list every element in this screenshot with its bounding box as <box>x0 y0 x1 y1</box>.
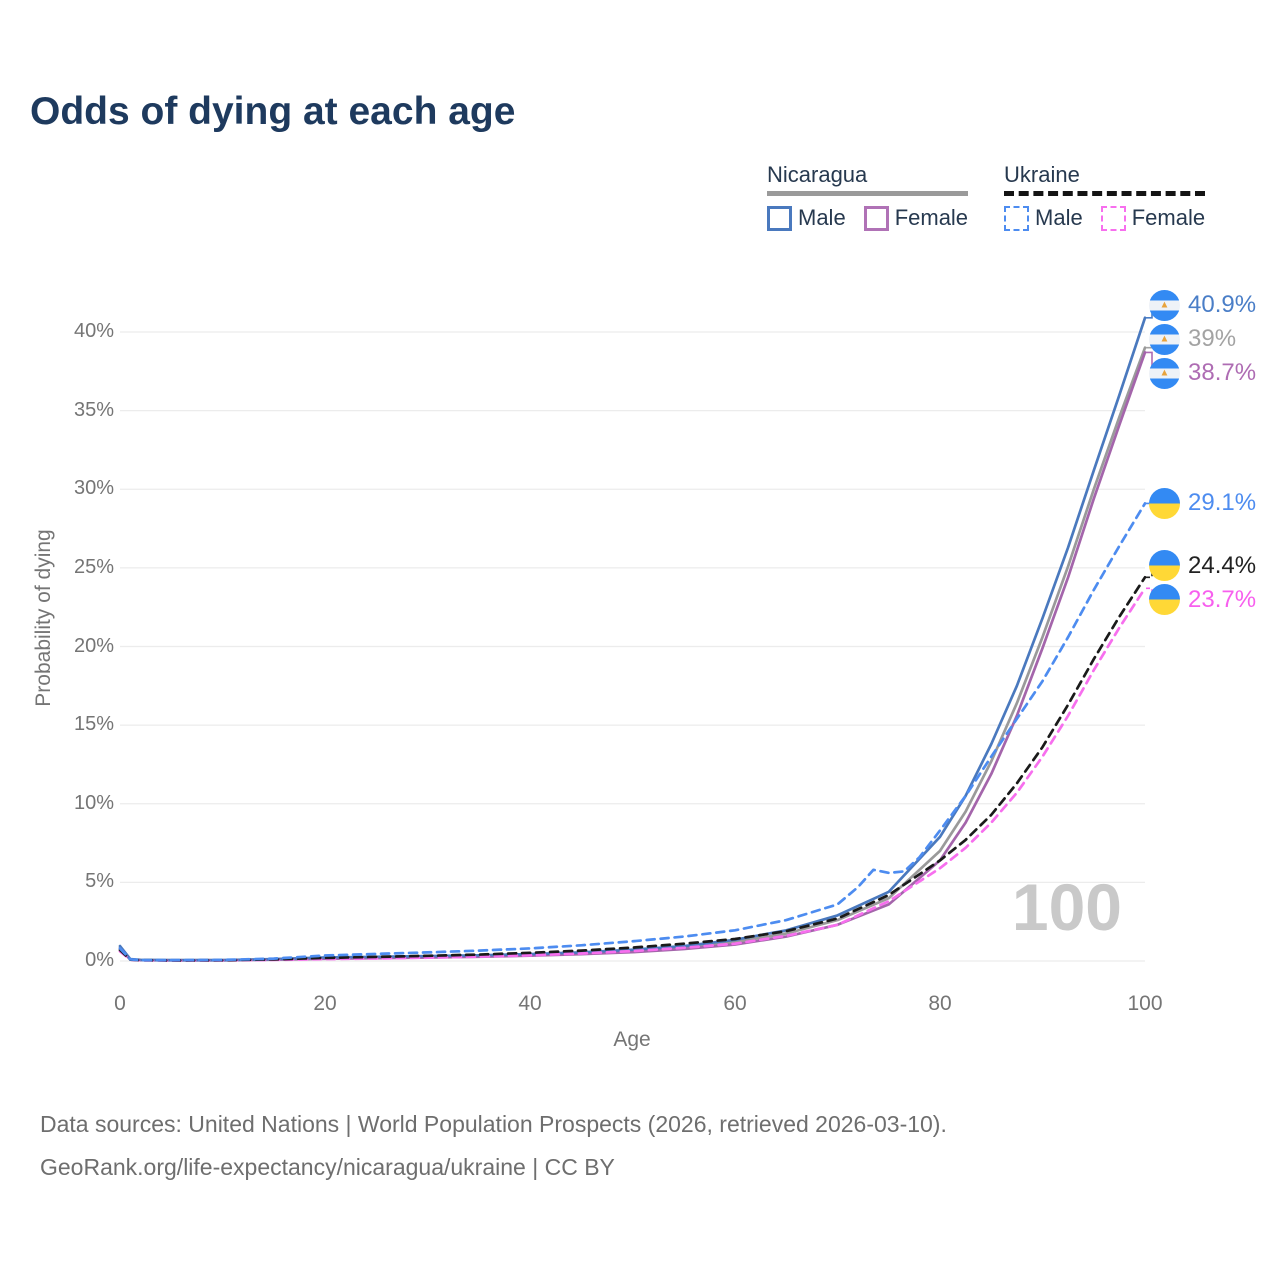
end-label-39%: 39% <box>1149 323 1236 355</box>
y-tick-label: 30% <box>73 477 114 500</box>
series-line-ukraine-male[interactable] <box>118 502 1147 962</box>
legend-item-nicaragua-female[interactable]: Female <box>863 205 969 231</box>
legend-group-ukraine: Ukraine Male Female <box>1004 162 1206 231</box>
legend-item-label: Male <box>798 205 846 230</box>
y-tick-label: 25% <box>73 555 114 578</box>
footer-sources: Data sources: United Nations | World Pop… <box>40 1111 947 1137</box>
data-series <box>118 316 1147 962</box>
end-label-value: 39% <box>1188 325 1237 353</box>
end-label-connector <box>1146 587 1158 601</box>
x-tick-label: 20 <box>313 992 337 1015</box>
x-tick-label: 0 <box>114 992 126 1015</box>
nicaragua-flag-icon <box>1149 289 1180 321</box>
ukraine-male-swatch <box>1004 205 1030 231</box>
series-line-nicaragua-male[interactable] <box>118 316 1147 962</box>
end-label-24.4%: 24.4% <box>1149 550 1256 582</box>
end-label-value: 23.7% <box>1188 585 1257 613</box>
end-label-value: 40.9% <box>1188 291 1257 319</box>
end-label-38.7%: 38.7% <box>1149 357 1256 389</box>
y-tick-label: 20% <box>73 634 114 657</box>
gridlines <box>120 331 1145 962</box>
x-tick-label: 80 <box>928 992 952 1015</box>
series-line-nicaragua-female[interactable] <box>118 351 1147 962</box>
legend-row: Male Female <box>767 205 968 231</box>
nicaragua-flag-icon <box>1149 357 1180 389</box>
ukraine-flag-icon <box>1149 584 1180 616</box>
legend-country-nicaragua[interactable]: Nicaragua <box>767 162 868 187</box>
legend-row: Male Female <box>1004 205 1205 231</box>
series-line-ukraine-female[interactable] <box>118 586 1147 962</box>
age-watermark: 100 <box>1011 870 1122 944</box>
footer-attribution: GeoRank.org/life-expectancy/nicaragua/uk… <box>40 1153 615 1180</box>
y-tick-label: 0% <box>85 949 114 971</box>
legend-item-label: Male <box>1035 205 1083 230</box>
y-tick-label: 15% <box>73 713 114 736</box>
footer: Data sources: United Nations | World Pop… <box>40 1103 947 1188</box>
nicaragua-line-swatch <box>767 191 969 196</box>
end-label-value: 29.1% <box>1188 489 1257 517</box>
end-label-connector <box>1146 565 1158 579</box>
series-line-nicaragua-both[interactable] <box>118 346 1147 962</box>
y-tick-label: 40% <box>73 320 114 342</box>
y-axis-title: Probability of dying <box>32 529 55 707</box>
y-tick-label: 10% <box>73 791 114 814</box>
ukraine-flag-icon <box>1149 487 1180 519</box>
legend-group-nicaragua: Nicaragua Male Female <box>767 162 969 231</box>
end-label-40.9%: 40.9% <box>1149 289 1256 321</box>
legend-item-label: Female <box>1131 205 1206 230</box>
legend-country-ukraine[interactable]: Ukraine <box>1004 162 1080 187</box>
legend-item-label: Female <box>894 205 969 230</box>
end-label-23.7%: 23.7% <box>1149 584 1256 616</box>
end-label-value: 24.4% <box>1188 551 1257 579</box>
ukraine-flag-icon <box>1149 550 1180 582</box>
legend-item-ukraine-male[interactable]: Male <box>1004 205 1083 231</box>
legend-item-nicaragua-male[interactable]: Male <box>767 205 846 231</box>
nicaragua-flag-icon <box>1149 323 1180 355</box>
x-tick-label: 100 <box>1127 992 1163 1015</box>
legend-item-ukraine-female[interactable]: Female <box>1100 205 1206 231</box>
series-line-ukraine-both[interactable] <box>118 575 1147 962</box>
y-tick-label: 5% <box>85 870 114 893</box>
x-tick-label: 40 <box>518 992 542 1015</box>
nicaragua-female-swatch <box>863 205 889 231</box>
nicaragua-male-swatch <box>767 205 792 231</box>
legend: Nicaragua Male Female Ukraine Male <box>767 162 1206 231</box>
x-tick-label: 60 <box>723 992 747 1015</box>
end-label-29.1%: 29.1% <box>1149 487 1256 519</box>
page-title: Odds of dying at each age <box>30 90 516 133</box>
end-label-value: 38.7% <box>1188 359 1257 387</box>
ukraine-female-swatch <box>1100 205 1126 231</box>
x-axis-title: Age <box>613 1028 651 1051</box>
y-tick-label: 35% <box>73 398 114 421</box>
ukraine-line-swatch <box>1004 191 1206 196</box>
